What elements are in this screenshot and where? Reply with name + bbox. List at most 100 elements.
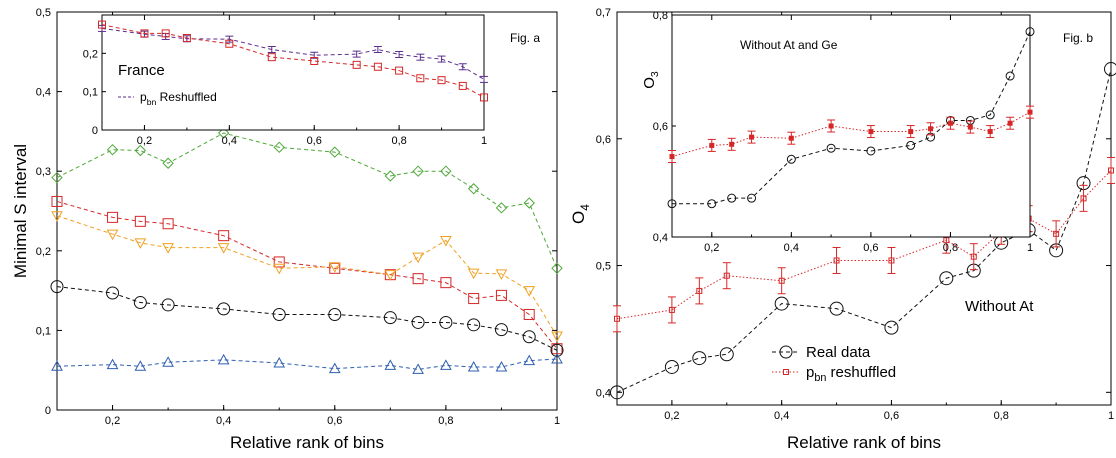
panel-b-point xyxy=(833,257,840,264)
panel-a-ytick-label: 0,5 xyxy=(36,7,51,19)
panel-b-point xyxy=(888,257,895,264)
panel-a-inset-xtick-label: 0,2 xyxy=(137,135,152,147)
panel-a-point xyxy=(162,157,174,169)
panel-b-point xyxy=(610,385,624,400)
panel-b-legend-label-reshuffled-rest: reshuffled xyxy=(826,364,896,381)
panel-b-errorbar xyxy=(667,296,676,324)
panel-b-inset-point xyxy=(1005,71,1015,81)
panel-a-point xyxy=(328,262,341,273)
panel-a-point xyxy=(273,263,286,275)
panel-a-point xyxy=(551,353,563,364)
panel-a-xlabel: Relative rank of bins xyxy=(230,433,384,452)
panel-a-point xyxy=(272,307,286,321)
panel-a-series-line xyxy=(56,215,558,337)
panel-a-inset-errorbar xyxy=(480,75,488,83)
panel-a-inset-xtick-label: 0,4 xyxy=(222,135,237,147)
panel-a-point xyxy=(551,331,563,343)
panel-a-inset-point xyxy=(480,93,488,102)
panel-b-inset-ytick-label: 0,8 xyxy=(653,10,668,22)
panel-b-ylabel-sub: 4 xyxy=(578,204,592,211)
panel-b-point xyxy=(1108,167,1114,174)
panel-b-inset-point xyxy=(786,154,796,164)
panel-b-errorbar xyxy=(777,267,786,295)
panel-a-inset-ytick-label: 0 xyxy=(92,125,98,137)
panel-b-point xyxy=(723,272,730,279)
panel-b-inset-series-line xyxy=(672,31,1031,205)
panel-b-inset-point xyxy=(709,142,715,148)
panel-b-ytick-label: 0,6 xyxy=(596,134,611,146)
panel-a-point xyxy=(273,357,286,368)
panel-a-point xyxy=(550,343,564,357)
panel-b-inset-frame xyxy=(671,14,1031,238)
panel-a-inset-ytick-label: 0,2 xyxy=(83,48,98,60)
panel-b-inset-xtick-label: 0,8 xyxy=(943,242,958,254)
panel-b-xtick-label: 0,4 xyxy=(774,410,789,422)
panel-a-point xyxy=(217,353,230,365)
panel-a-ytick-label: 0,3 xyxy=(36,166,51,178)
panel-b-inset-point xyxy=(1025,27,1035,37)
panel-a-inset-point xyxy=(140,29,149,38)
panel-a-point xyxy=(161,298,175,312)
panel-a-point xyxy=(107,211,119,223)
panel-b-inset-point xyxy=(928,126,934,132)
panel-a-point xyxy=(134,238,147,249)
panel-a-inset-legend-label: pbn Reshuffled xyxy=(140,90,217,107)
panel-b-legend-label-reshuffled: pbn reshuffled xyxy=(806,364,896,384)
panel-a-xtick-label: 0,2 xyxy=(105,415,120,427)
panel-a-point xyxy=(523,286,536,297)
panel-a-inset-errorbar xyxy=(416,53,425,61)
panel-a-point xyxy=(328,307,342,321)
panel-b-point xyxy=(1080,195,1087,202)
panel-a-inset-legend-label-sub: bn xyxy=(147,97,157,107)
panel-a-inset-legend-label-main: p xyxy=(140,90,147,104)
panel-b-inset-point xyxy=(707,199,717,209)
panel-a-series-0 xyxy=(51,127,563,275)
panel-b-errorbar xyxy=(969,243,978,271)
panel-b-inset-point xyxy=(749,134,755,140)
panel-b-inset-point xyxy=(669,154,675,160)
panel-b-ylabel: O4 xyxy=(569,204,592,224)
panel-a-inset-errorbar xyxy=(373,46,382,53)
panel-b-inset-point xyxy=(866,146,876,156)
panel-b-inset-point xyxy=(729,141,735,147)
panel-b-series-line xyxy=(616,170,1112,320)
panel-b-legend-label-real-main: Real data xyxy=(806,344,871,361)
panel-b-xtick-label: 0,6 xyxy=(884,410,899,422)
panel-a-series-line xyxy=(56,286,558,351)
panel-a-point xyxy=(134,360,147,371)
panel-b-inset-point xyxy=(985,110,995,120)
panel-b-inset-point xyxy=(908,129,914,135)
panel-b-point xyxy=(614,315,620,322)
panel-a-point xyxy=(106,144,119,156)
panel-a-series-2 xyxy=(51,211,563,343)
panel-b-ytick-label: 0,4 xyxy=(596,387,611,399)
panel-b-point xyxy=(778,277,785,284)
panel-a-inset-errorbar xyxy=(437,55,446,63)
panel-b-annotation: Fig. b xyxy=(1063,31,1093,45)
panel-b-ytick-label: 0,7 xyxy=(596,7,611,19)
panel-a-point xyxy=(495,202,508,214)
panel-a-point xyxy=(383,311,397,325)
panel-a-series-4 xyxy=(51,353,563,374)
panel-b-point xyxy=(719,347,734,362)
panel-a-point xyxy=(134,144,147,157)
panel-b-point xyxy=(696,287,703,294)
panel-a-point xyxy=(162,218,174,230)
panel-a-point xyxy=(440,359,452,370)
panel-a-point xyxy=(51,211,63,222)
panel-b-legend-label-reshuffled-sub: bn xyxy=(814,372,826,384)
panel-a-inset-errorbar xyxy=(458,63,467,71)
panel-b-inset-point xyxy=(788,135,794,141)
panel-a-inset-errorbar xyxy=(395,50,404,58)
panel-b-inset-ylabel-main: O xyxy=(641,77,658,89)
panel-b-inset-xtick-label: 0,2 xyxy=(704,242,719,254)
panel-a-annotation: Fig. a xyxy=(510,31,540,45)
panel-b-inset-point xyxy=(987,129,993,135)
panel-a-inset-point xyxy=(416,74,425,83)
panel-a-ytick-label: 0,1 xyxy=(36,325,51,337)
panel-b-xlabel: Relative rank of bins xyxy=(787,433,941,452)
panel-a-xtick-label: 0,8 xyxy=(438,415,453,427)
panel-a-point xyxy=(467,183,480,195)
panel-b-ytick-label: 0,5 xyxy=(596,261,611,273)
